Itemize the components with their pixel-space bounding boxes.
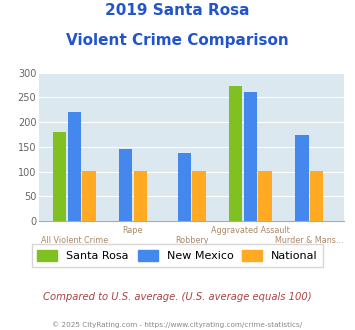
Bar: [178, 153, 191, 221]
Text: Rape: Rape: [123, 226, 143, 235]
Bar: [119, 149, 132, 221]
Bar: [192, 171, 206, 221]
Text: Violent Crime Comparison: Violent Crime Comparison: [66, 33, 289, 48]
Text: 2019 Santa Rosa: 2019 Santa Rosa: [105, 3, 250, 18]
Text: Robbery: Robbery: [175, 236, 208, 245]
Text: Murder & Mans...: Murder & Mans...: [275, 236, 343, 245]
Text: Aggravated Assault: Aggravated Assault: [211, 226, 290, 235]
Text: All Violent Crime: All Violent Crime: [41, 236, 108, 245]
Bar: [133, 171, 147, 221]
Bar: [258, 171, 272, 221]
Bar: [295, 135, 308, 221]
Text: © 2025 CityRating.com - https://www.cityrating.com/crime-statistics/: © 2025 CityRating.com - https://www.city…: [53, 322, 302, 328]
Bar: [229, 86, 242, 221]
Bar: [82, 171, 96, 221]
Bar: [67, 112, 81, 221]
Text: Compared to U.S. average. (U.S. average equals 100): Compared to U.S. average. (U.S. average …: [43, 292, 312, 302]
Bar: [53, 132, 66, 221]
Legend: Santa Rosa, New Mexico, National: Santa Rosa, New Mexico, National: [32, 244, 323, 267]
Bar: [310, 171, 323, 221]
Bar: [244, 92, 257, 221]
